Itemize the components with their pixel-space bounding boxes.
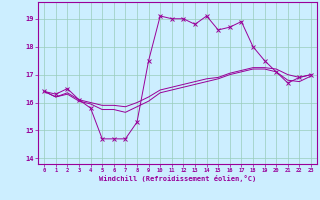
- X-axis label: Windchill (Refroidissement éolien,°C): Windchill (Refroidissement éolien,°C): [99, 175, 256, 182]
